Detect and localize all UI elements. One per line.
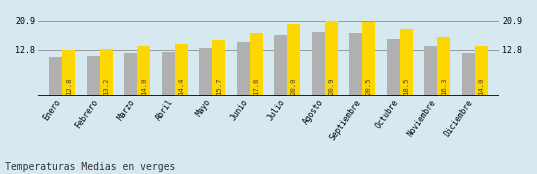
Bar <box>311 32 325 96</box>
Bar <box>462 53 475 96</box>
Text: 18.5: 18.5 <box>403 77 409 95</box>
Text: 15.7: 15.7 <box>216 77 222 95</box>
Text: 12.8: 12.8 <box>66 77 72 95</box>
Text: 17.6: 17.6 <box>253 77 259 95</box>
Text: 20.0: 20.0 <box>291 77 297 95</box>
Text: 20.9: 20.9 <box>328 77 335 95</box>
Bar <box>274 35 287 96</box>
Bar <box>325 21 338 96</box>
Bar <box>49 57 62 96</box>
Bar <box>387 39 400 96</box>
Bar <box>250 33 263 96</box>
Bar <box>100 49 113 96</box>
Bar <box>62 50 75 96</box>
Bar <box>424 46 437 96</box>
Bar <box>124 53 137 96</box>
Text: 14.0: 14.0 <box>478 77 484 95</box>
Bar <box>212 39 226 96</box>
Text: 16.3: 16.3 <box>441 77 447 95</box>
Bar <box>437 37 451 96</box>
Bar <box>137 46 150 96</box>
Text: 14.4: 14.4 <box>178 77 184 95</box>
Bar <box>199 48 212 96</box>
Text: 20.5: 20.5 <box>366 77 372 95</box>
Bar <box>362 22 375 96</box>
Bar <box>475 46 488 96</box>
Bar <box>237 42 250 96</box>
Text: Temperaturas Medias en verges: Temperaturas Medias en verges <box>5 162 176 172</box>
Bar <box>349 33 362 96</box>
Text: 13.2: 13.2 <box>103 77 109 95</box>
Bar <box>400 29 413 96</box>
Bar <box>175 44 188 96</box>
Bar <box>162 52 175 96</box>
Bar <box>287 24 300 96</box>
Text: 14.0: 14.0 <box>141 77 147 95</box>
Bar <box>86 56 100 96</box>
